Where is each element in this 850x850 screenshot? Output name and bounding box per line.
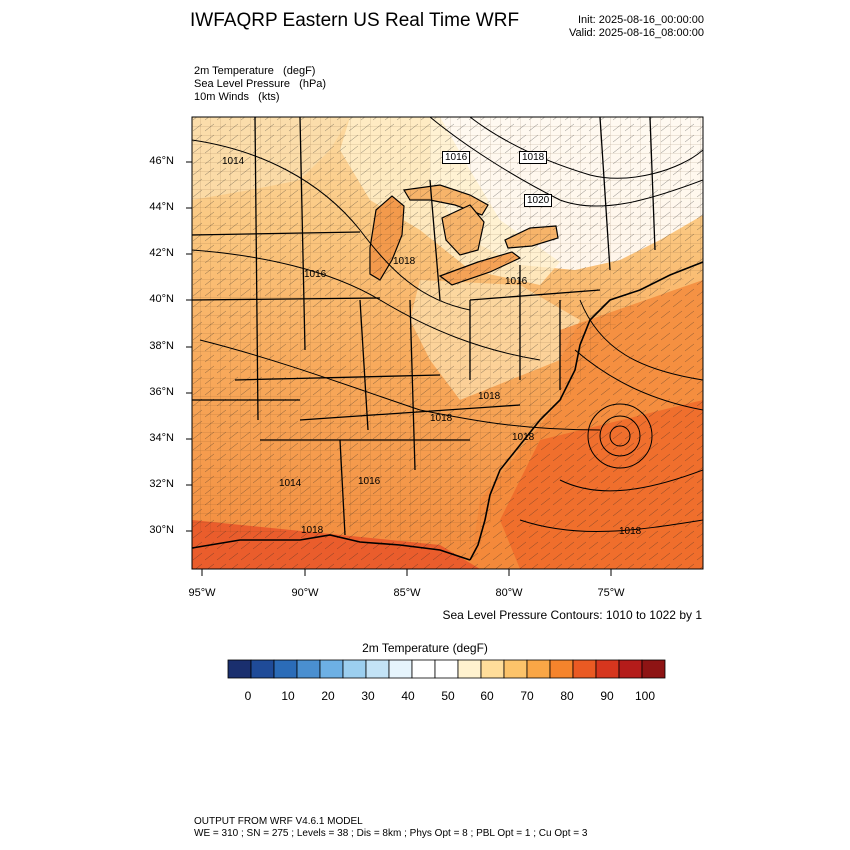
colorbar-tick: 40 — [401, 689, 415, 703]
colorbar-cell — [595, 659, 620, 679]
colorbar-cell — [526, 659, 551, 679]
colorbar-cell — [641, 659, 666, 679]
variable-temperature: 2m Temperature (degF) — [194, 65, 316, 77]
colorbar-tick: 20 — [321, 689, 335, 703]
lat-label: 34°N — [149, 432, 174, 444]
lat-label: 46°N — [149, 155, 174, 167]
lon-label: 90°W — [291, 587, 319, 599]
variable-pressure: Sea Level Pressure (hPa) — [194, 78, 327, 90]
colorbar-tick: 70 — [520, 689, 534, 703]
colorbar-tick: 0 — [244, 689, 252, 703]
lat-label: 36°N — [149, 386, 174, 398]
valid-time: Valid: 2025-08-16_08:00:00 — [569, 27, 704, 39]
lat-label: 30°N — [149, 524, 174, 536]
colorbar-cell — [388, 659, 413, 679]
colorbar-cell — [319, 659, 344, 679]
colorbar-tick: 60 — [480, 689, 494, 703]
lat-label: 38°N — [149, 340, 174, 352]
colorbar-cell — [296, 659, 321, 679]
map-frame — [191, 116, 704, 570]
wind-barbs — [192, 117, 703, 569]
colorbar-cell — [503, 659, 528, 679]
init-time: Init: 2025-08-16_00:00:00 — [578, 14, 704, 26]
colorbar-cell — [549, 659, 574, 679]
colorbar-cell — [457, 659, 482, 679]
colorbar-cell — [434, 659, 459, 679]
state-borders — [192, 117, 656, 536]
axis-ticks — [186, 161, 612, 576]
isobar-label: 1016 — [505, 276, 528, 287]
isobar-label: 1016 — [358, 476, 381, 487]
colorbar-tick: 90 — [600, 689, 614, 703]
colorbar-title: 2m Temperature (degF) — [362, 641, 488, 655]
variable-winds: 10m Winds (kts) — [194, 91, 280, 103]
colorbar-tick: 50 — [441, 689, 455, 703]
colorbar-cell — [250, 659, 275, 679]
isobar-label: 1014 — [279, 478, 302, 489]
isobar-label: 1018 — [301, 525, 324, 536]
chart-title: IWFAQRP Eastern US Real Time WRF — [190, 10, 520, 31]
isobar-label: 1018 — [478, 391, 501, 402]
colorbar-cell — [365, 659, 390, 679]
footer-line-1: OUTPUT FROM WRF V4.6.1 MODEL — [194, 816, 363, 827]
isobar-label: 1018 — [512, 432, 535, 443]
colorbar-tick: 100 — [634, 689, 656, 703]
colorbar-cell — [480, 659, 505, 679]
isobar-label: 1018 — [619, 526, 642, 537]
lon-label: 95°W — [188, 587, 216, 599]
temperature-colorbar — [227, 659, 666, 679]
gulf-coastline — [192, 534, 471, 561]
lon-label: 75°W — [597, 587, 625, 599]
colorbar-cell — [273, 659, 298, 679]
lat-label: 42°N — [149, 247, 174, 259]
footer-line-2: WE = 310 ; SN = 275 ; Levels = 38 ; Dis … — [194, 828, 588, 839]
isobar-label: 1016 — [442, 151, 471, 164]
map-field — [192, 117, 703, 569]
contour-note: Sea Level Pressure Contours: 1010 to 102… — [442, 608, 703, 622]
colorbar-cell — [227, 659, 252, 679]
colorbar-tick: 10 — [281, 689, 295, 703]
isobars — [192, 117, 703, 533]
colorbar-cell — [342, 659, 367, 679]
colorbar-tick: 80 — [560, 689, 574, 703]
lat-label: 40°N — [149, 293, 174, 305]
isobar-label: 1014 — [222, 156, 245, 167]
isobar-label: 1018 — [519, 151, 548, 164]
lat-label: 32°N — [149, 478, 174, 490]
lon-label: 85°W — [393, 587, 421, 599]
isobar-label: 1020 — [524, 194, 553, 207]
lon-label: 80°W — [495, 587, 523, 599]
model-footer: OUTPUT FROM WRF V4.6.1 MODEL WE = 310 ; S… — [194, 816, 587, 840]
colorbar-tick: 30 — [361, 689, 375, 703]
colorbar-cell — [618, 659, 643, 679]
colorbar-cell — [411, 659, 436, 679]
lat-label: 44°N — [149, 201, 174, 213]
isobar-label: 1018 — [393, 256, 416, 267]
colorbar-cell — [572, 659, 597, 679]
atlantic-coastline — [469, 261, 703, 561]
isobar-label: 1016 — [304, 269, 327, 280]
isobar-label: 1018 — [430, 413, 453, 424]
